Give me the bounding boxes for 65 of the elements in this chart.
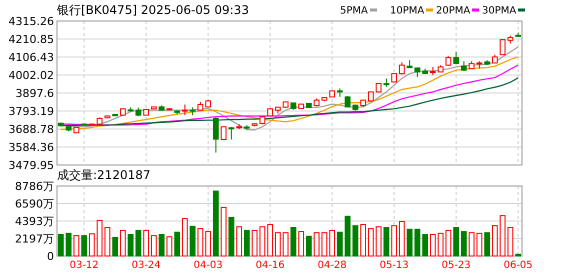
bar <box>244 230 250 256</box>
y-tick-label: 2197万 <box>15 232 54 246</box>
bar <box>135 230 142 256</box>
y-tick-label: 4002.02 <box>8 68 54 82</box>
bar <box>182 218 188 256</box>
bar <box>158 234 165 256</box>
y-tick-label: 3688.78 <box>8 122 54 136</box>
x-tick-label: 03-24 <box>132 260 161 271</box>
legend-label: 30PMA <box>482 6 516 16</box>
bar <box>468 232 475 256</box>
bar <box>81 235 88 256</box>
legend-label: 5PMA <box>340 6 368 16</box>
y-tick-label: 4315.26 <box>8 14 54 28</box>
bar <box>460 231 467 256</box>
bar <box>166 236 172 256</box>
bar <box>190 226 196 256</box>
bar <box>383 226 390 256</box>
bar <box>298 231 304 256</box>
bar <box>73 235 80 256</box>
y-tick-label: 8786万 <box>15 180 54 193</box>
bar <box>406 228 413 256</box>
bar <box>391 225 398 256</box>
bar <box>236 226 242 256</box>
x-tick-label: 04-28 <box>318 260 347 271</box>
y-tick-label: 4106.43 <box>8 50 54 64</box>
bar <box>228 216 234 256</box>
bar <box>143 230 150 256</box>
bar <box>104 226 110 256</box>
y-tick-label: 3584.36 <box>8 140 54 154</box>
x-tick-label: 03-12 <box>70 260 99 271</box>
y-tick-label: 3793.19 <box>8 104 54 118</box>
bar <box>445 230 452 256</box>
bar <box>174 232 180 256</box>
bar <box>314 232 320 256</box>
bar <box>128 234 134 256</box>
x-tick-label: 04-03 <box>194 260 223 271</box>
bar <box>453 226 460 256</box>
x-tick-label: 06-05 <box>504 260 533 271</box>
legend-label: 10PMA <box>390 6 424 16</box>
x-tick-label: 05-13 <box>380 260 409 271</box>
bar <box>507 226 514 256</box>
bar <box>306 236 312 256</box>
bar <box>484 232 490 256</box>
bar <box>252 230 258 256</box>
y-tick-label: 0 <box>47 250 54 263</box>
bar <box>120 230 126 256</box>
y-tick-label: 4210.85 <box>8 32 54 46</box>
x-tick-label: 04-16 <box>256 260 285 271</box>
chart-title: 银行[BK0475] 2025-06-05 09:33 <box>56 3 249 17</box>
bar <box>290 226 296 256</box>
bar <box>476 232 482 256</box>
bar <box>360 224 366 256</box>
y-tick-label: 3897.6 <box>16 86 54 100</box>
y-tick-label: 4393万 <box>15 214 54 228</box>
x-tick-label: 05-23 <box>442 260 471 271</box>
legend-label: 20PMA <box>436 6 470 16</box>
y-tick-label: 6590万 <box>15 197 54 210</box>
bar <box>212 190 219 256</box>
y-tick-label: 3479.95 <box>8 158 54 172</box>
bar <box>398 221 405 256</box>
bar <box>220 206 227 256</box>
bar <box>150 235 157 256</box>
bar <box>112 236 118 256</box>
chart-title: 成交量:2120187 <box>57 168 150 182</box>
bar <box>352 225 358 256</box>
